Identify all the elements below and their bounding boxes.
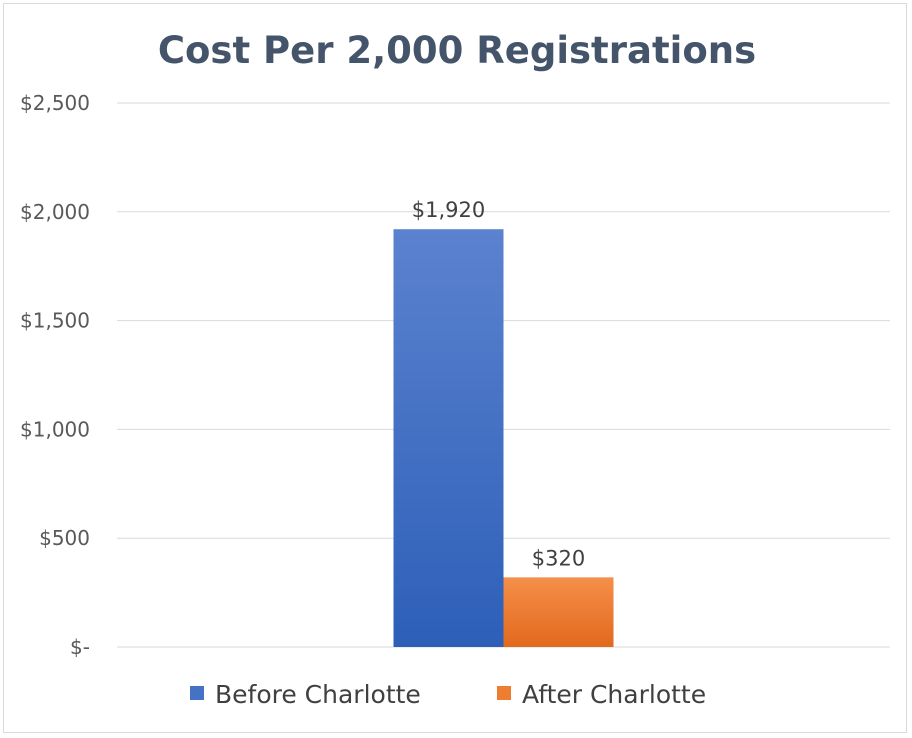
- y-axis-ticks: $- $500 $1,000 $1,500 $2,000 $2,500: [20, 91, 90, 659]
- y-tick-label: $2,000: [20, 200, 90, 224]
- legend-swatch: [497, 686, 511, 700]
- y-tick-label: $1,000: [20, 417, 90, 441]
- data-label: $1,920: [412, 198, 485, 222]
- gridlines: [117, 102, 890, 648]
- chart-title: Cost Per 2,000 Registrations: [158, 29, 756, 72]
- y-tick-label: $-: [70, 635, 90, 659]
- data-labels: $1,920 $320: [412, 198, 585, 570]
- data-label: $320: [532, 546, 585, 570]
- bars: [393, 229, 614, 647]
- y-tick-label: $2,500: [20, 91, 90, 115]
- legend-label: Before Charlotte: [215, 680, 421, 709]
- y-tick-label: $500: [39, 526, 90, 550]
- legend-swatch: [190, 686, 204, 700]
- y-tick-label: $1,500: [20, 309, 90, 333]
- bar-after-charlotte: [503, 577, 614, 647]
- legend-label: After Charlotte: [522, 680, 706, 709]
- legend: Before Charlotte After Charlotte: [190, 680, 706, 709]
- bar-before-charlotte: [393, 229, 504, 647]
